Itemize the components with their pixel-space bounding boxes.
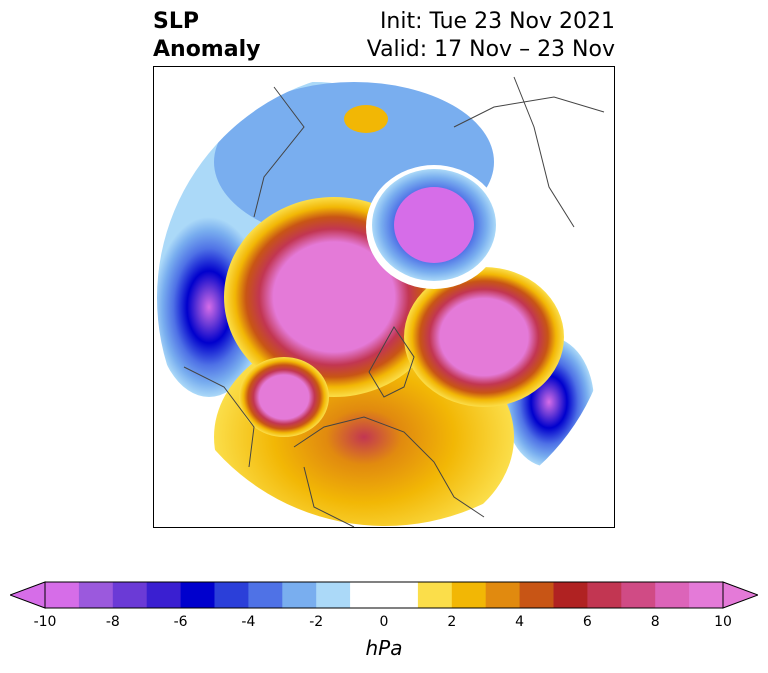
colorbar-tick-label: -4 xyxy=(241,614,256,630)
colorbar-segment xyxy=(621,582,656,608)
colorbar-segment xyxy=(45,582,80,608)
colorbar-segment xyxy=(316,582,351,608)
colorbar-segment xyxy=(384,582,419,608)
colorbar-segment xyxy=(519,582,554,608)
colorbar-tick-label: 0 xyxy=(379,614,389,630)
title-variable: SLP xyxy=(153,9,199,34)
colorbar-segment xyxy=(417,582,453,608)
colorbar-segment xyxy=(485,582,521,608)
plot-title-right: Init: Tue 23 Nov 2021 Valid: 17 Nov – 23… xyxy=(367,8,615,64)
init-date: Init: Tue 23 Nov 2021 xyxy=(379,9,615,34)
map-panel xyxy=(153,66,615,528)
colorbar-segment xyxy=(78,582,114,608)
colorbar-tick-label: 10 xyxy=(714,614,732,630)
negative-anomaly-eurasia-core xyxy=(394,187,474,263)
colorbar-segment xyxy=(451,582,487,608)
valid-range: Valid: 17 Nov – 23 Nov xyxy=(366,37,615,62)
anomaly-map xyxy=(157,76,605,527)
coastlines xyxy=(183,76,605,527)
positive-anomaly-greenland xyxy=(404,267,564,407)
colorbar-tick-label: -10 xyxy=(33,614,57,630)
colorbar-segment xyxy=(146,582,182,608)
colorbar-segment xyxy=(282,582,317,608)
colorbar-segment xyxy=(350,582,385,608)
colorbar-extend-min xyxy=(10,581,46,609)
colorbar-tick-label: 8 xyxy=(650,614,660,630)
colorbar-unit-label: hPa xyxy=(365,636,403,660)
colorbar-segment xyxy=(112,582,148,608)
colorbar-segment xyxy=(214,582,249,608)
colorbar-extend-max xyxy=(722,581,758,609)
colorbar-segment xyxy=(248,582,283,608)
colorbar-segment xyxy=(587,582,622,608)
title-type: Anomaly xyxy=(153,37,261,62)
colorbar-frame xyxy=(44,581,724,609)
colorbar-tick-label: -8 xyxy=(105,614,120,630)
colorbar-tick-label: 6 xyxy=(582,614,592,630)
colorbar-tick-label: -6 xyxy=(173,614,188,630)
positive-anomaly-small xyxy=(344,105,388,133)
colorbar-segment xyxy=(553,582,588,608)
colorbar xyxy=(10,581,758,609)
colorbar-segment xyxy=(689,582,724,608)
colorbar-segment xyxy=(180,582,215,608)
colorbar-tick-label: 2 xyxy=(447,614,457,630)
plot-title-left: SLP Anomaly xyxy=(153,8,260,64)
colorbar-segment xyxy=(655,582,690,608)
colorbar-tick-label: 4 xyxy=(515,614,525,630)
positive-anomaly-alaska xyxy=(239,357,329,437)
colorbar-tick-label: -2 xyxy=(309,614,324,630)
